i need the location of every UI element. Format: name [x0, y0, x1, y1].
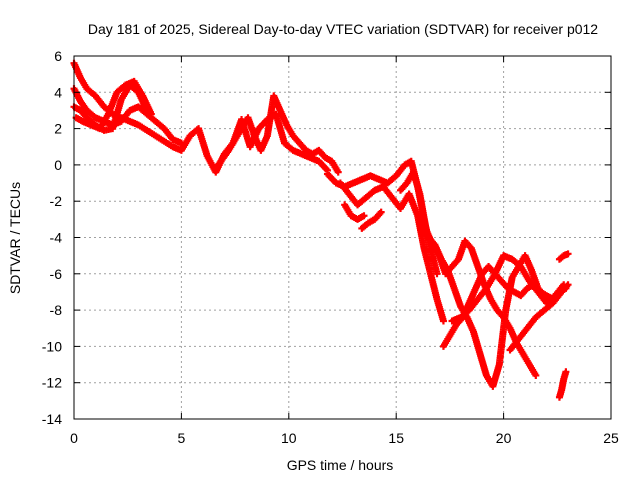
y-tick-label: -6	[50, 266, 63, 282]
x-tick-label: 5	[178, 430, 186, 446]
data-point	[147, 110, 155, 118]
series-arc-4	[72, 77, 155, 133]
y-tick-label: -8	[50, 302, 63, 318]
y-tick-label: -10	[42, 338, 62, 354]
axis-ticks: 0 5 10 15 20 25 -14 -12 -10 -8 -6 -4 -2 0 2 4 6	[42, 48, 619, 446]
x-axis-label: GPS time / hours	[287, 457, 394, 473]
data-point	[532, 371, 540, 379]
grid	[74, 56, 611, 419]
data-point	[177, 139, 185, 147]
data-point	[564, 250, 572, 258]
data-points	[70, 59, 572, 401]
series-arc-9	[358, 208, 385, 232]
x-tick-label: 20	[496, 430, 512, 446]
data-point	[562, 368, 570, 376]
series-arc-16	[555, 368, 570, 401]
data-point	[360, 212, 368, 220]
y-axis-label: SDTVAR / TECUs	[7, 182, 23, 294]
x-tick-label: 15	[388, 430, 404, 446]
data-point	[334, 168, 342, 176]
y-tick-label: -2	[50, 193, 63, 209]
y-tick-label: 0	[54, 157, 62, 173]
x-tick-label: 10	[281, 430, 297, 446]
x-tick-label: 25	[603, 430, 619, 446]
x-tick-label: 0	[70, 430, 78, 446]
series-arc-8	[341, 201, 368, 223]
y-tick-label: 6	[54, 48, 62, 64]
data-point	[564, 281, 572, 289]
y-tick-label: 4	[54, 84, 62, 100]
y-tick-label: 2	[54, 121, 62, 137]
series-arc-15	[555, 250, 572, 263]
y-tick-label: -12	[42, 375, 62, 391]
y-tick-label: -14	[42, 411, 62, 427]
series-arc-5	[212, 92, 342, 176]
data-point	[377, 208, 385, 216]
y-tick-label: -4	[50, 230, 63, 246]
series-arc-7	[336, 179, 447, 325]
series-arc-14	[506, 281, 572, 354]
data-point	[433, 270, 441, 278]
chart-title: Day 181 of 2025, Sidereal Day-to-day VTE…	[88, 21, 598, 37]
data-point	[439, 317, 447, 325]
